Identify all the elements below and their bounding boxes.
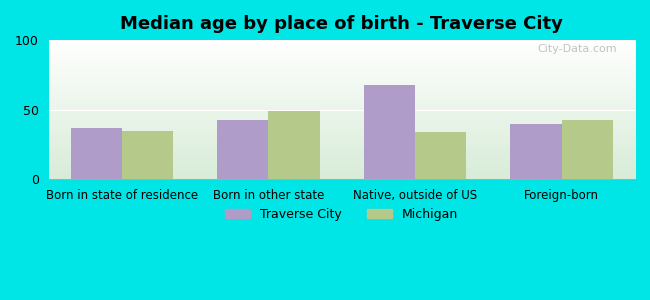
Bar [562,119,613,179]
Text: City-Data.com: City-Data.com [538,44,618,54]
Bar [364,85,415,179]
Bar [71,128,122,179]
Title: Median age by place of birth - Traverse City: Median age by place of birth - Traverse … [120,15,564,33]
Bar [510,124,562,179]
Bar [415,132,467,179]
Bar [217,119,268,179]
Bar [268,111,320,179]
Bar [122,131,173,179]
Legend: Traverse City, Michigan: Traverse City, Michigan [220,203,463,226]
